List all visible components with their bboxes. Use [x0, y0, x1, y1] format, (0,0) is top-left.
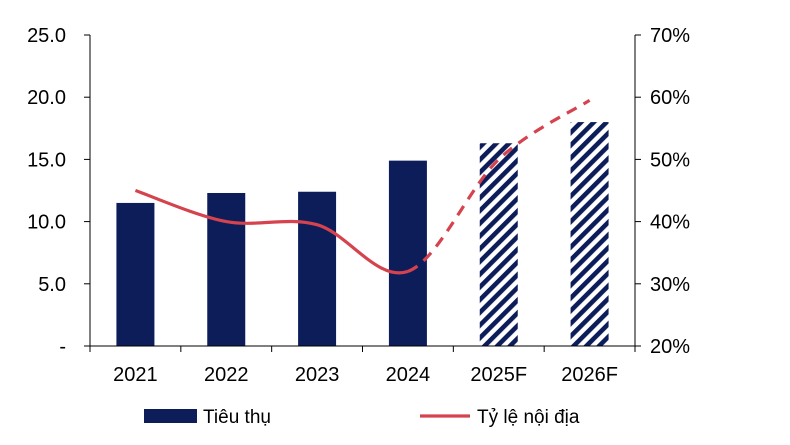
x-tick-label: 2023 — [295, 364, 340, 386]
legend-label-bar: Tiêu thụ — [203, 407, 271, 428]
bar-2026F — [570, 122, 609, 346]
x-tick-label: 2024 — [386, 364, 431, 386]
bar-2024 — [388, 160, 427, 346]
left-tick-label: 15.0 — [27, 149, 66, 171]
x-tick-label: 2026F — [561, 364, 618, 386]
x-tick-label: 2022 — [204, 364, 249, 386]
plot-area — [116, 98, 609, 346]
line-series-actual — [134, 188, 409, 275]
bar-2022 — [207, 192, 246, 346]
right-tick-label: 20% — [650, 336, 690, 358]
right-tick-label: 70% — [650, 25, 690, 47]
right-tick-label: 30% — [650, 274, 690, 296]
axes: - 5.0 10.0 15.0 20.0 25.0 20% 30% 40% 50% 60% 70% 20… — [27, 25, 690, 386]
x-tick-label: 2025F — [470, 364, 527, 386]
left-tick-label: 25.0 — [27, 25, 66, 47]
bar-2023 — [298, 191, 337, 346]
left-tick-label: - — [59, 336, 66, 358]
right-tick-label: 40% — [650, 212, 690, 234]
left-tick-label: 10.0 — [27, 212, 66, 234]
right-tick-label: 60% — [650, 87, 690, 109]
left-tick-label: 20.0 — [27, 87, 66, 109]
bar-2021 — [116, 202, 155, 346]
x-tick-label: 2021 — [113, 364, 158, 386]
left-tick-label: 5.0 — [38, 274, 66, 296]
legend-label-line: Tỷ lệ nội địa — [477, 407, 580, 428]
right-tick-label: 50% — [650, 149, 690, 171]
bar-2025F — [479, 143, 518, 346]
legend: Tiêu thụ Tỷ lệ nội địa — [144, 407, 580, 428]
legend-swatch-bar — [144, 409, 197, 423]
